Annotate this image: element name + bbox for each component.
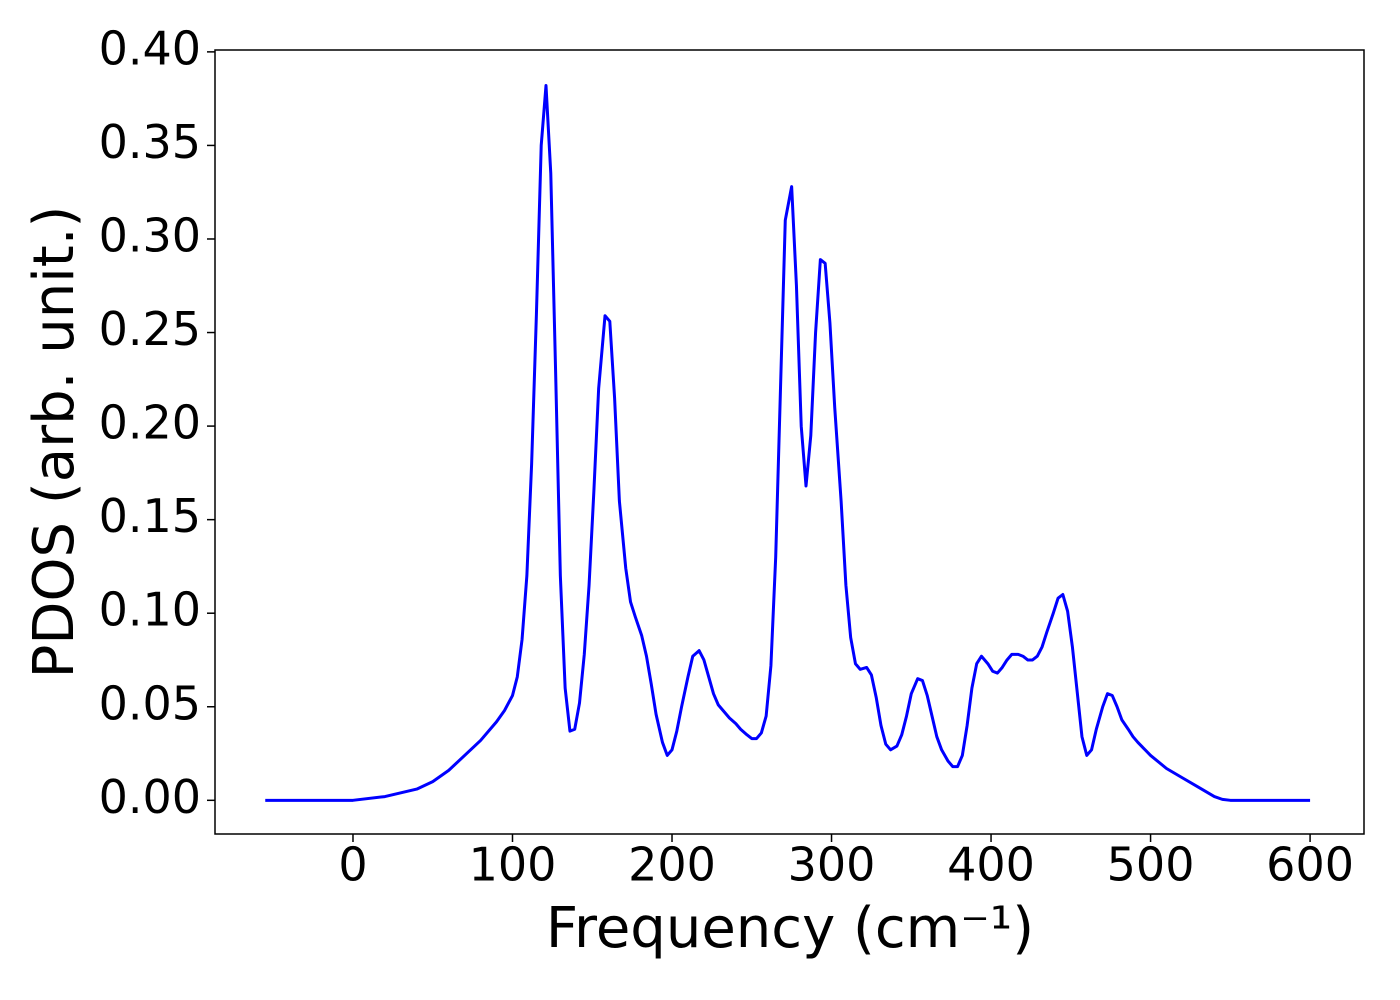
y-tick-label: 0.10 bbox=[99, 583, 201, 637]
x-tick-label: 100 bbox=[469, 838, 557, 892]
data-line bbox=[265, 84, 1311, 802]
y-tick-label: 0.15 bbox=[99, 489, 201, 543]
x-tick-label: 0 bbox=[338, 838, 367, 892]
x-tick-label: 400 bbox=[947, 838, 1035, 892]
x-axis-label: Frequency (cm⁻¹) bbox=[546, 896, 1034, 961]
y-axis-label: PDOS (arb. unit.) bbox=[22, 206, 87, 679]
y-tick-label: 0.05 bbox=[99, 676, 201, 730]
x-tick-label: 300 bbox=[788, 838, 876, 892]
x-tick-label: 600 bbox=[1266, 838, 1354, 892]
y-tick-label: 0.40 bbox=[99, 21, 201, 75]
y-tick-label: 0.25 bbox=[99, 302, 201, 356]
y-tick-label: 0.35 bbox=[99, 115, 201, 169]
y-tick-label: 0.00 bbox=[99, 770, 201, 824]
y-tick-label: 0.30 bbox=[99, 208, 201, 262]
y-tick-label: 0.20 bbox=[99, 396, 201, 450]
x-tick-label: 200 bbox=[628, 838, 716, 892]
x-tick-label: 500 bbox=[1107, 838, 1195, 892]
plot-frame bbox=[214, 49, 1365, 835]
